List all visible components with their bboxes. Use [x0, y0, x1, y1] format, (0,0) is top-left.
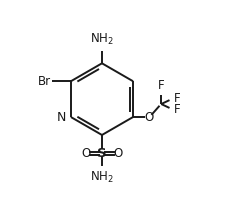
Text: O: O — [113, 147, 122, 160]
Text: O: O — [81, 147, 90, 160]
Text: S: S — [97, 147, 106, 160]
Text: Br: Br — [38, 75, 51, 88]
Text: N: N — [57, 111, 66, 124]
Text: F: F — [174, 103, 180, 116]
Text: F: F — [157, 79, 164, 92]
Text: F: F — [174, 92, 180, 105]
Text: NH$_2$: NH$_2$ — [90, 170, 113, 185]
Text: O: O — [144, 111, 153, 124]
Text: NH$_2$: NH$_2$ — [90, 32, 113, 47]
